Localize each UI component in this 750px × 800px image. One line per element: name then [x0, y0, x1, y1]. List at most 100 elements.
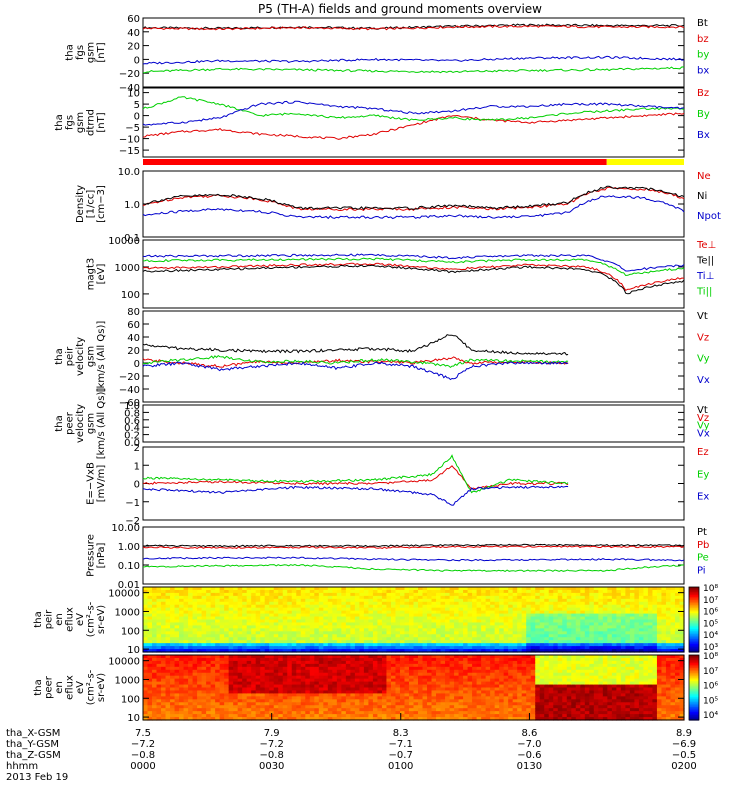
spectrogram-cell: [314, 646, 320, 650]
spectrogram-cell: [219, 631, 225, 635]
spectrogram-cell: [251, 714, 257, 718]
legend-entry: by: [697, 50, 709, 61]
spectrogram-cell: [629, 604, 636, 609]
spectrogram-cell: [625, 589, 631, 594]
spectrogram-cell: [503, 589, 509, 594]
spectrogram-cell: [336, 592, 342, 597]
spectrogram-cell: [476, 622, 482, 626]
spectrogram-cell: [575, 598, 581, 603]
spectrogram-cell: [147, 690, 153, 694]
spectrogram-cell: [345, 643, 351, 647]
spectrogram-cell: [345, 663, 351, 668]
spectrogram-cell: [418, 690, 424, 694]
spectrogram-cell: [273, 660, 279, 665]
spectrogram-cell: [440, 681, 446, 686]
spectrogram-cell: [449, 610, 455, 615]
spectrogram-cell: [201, 643, 207, 647]
spectrogram-cell: [499, 616, 505, 621]
spectrogram-cell: [156, 678, 162, 683]
spectrogram-cell: [575, 631, 581, 635]
spectrogram-cell: [192, 660, 198, 665]
y-tick-label: 10000: [108, 236, 140, 247]
spectrogram-cell: [589, 613, 595, 618]
spectrogram-cell: [634, 587, 640, 591]
spectrogram-cell: [147, 631, 153, 635]
spectrogram-cell: [661, 625, 667, 629]
spectrogram-cell: [634, 625, 640, 629]
spectrogram-cell: [499, 598, 505, 603]
spectrogram-cell: [521, 613, 527, 618]
series-Ti⊥: [142, 253, 685, 272]
spectrogram-cell: [372, 610, 379, 615]
spectrogram-cell: [305, 717, 311, 721]
spectrogram-cell: [156, 687, 162, 692]
spectrogram-cell: [246, 711, 252, 715]
y-tick-label: 0: [134, 359, 140, 370]
spectrogram-cell: [467, 604, 473, 609]
spectrogram-cell: [224, 643, 230, 647]
spectrogram-cell: [260, 625, 266, 629]
spectrogram-cell: [314, 595, 320, 600]
spectrogram-cell: [156, 598, 162, 603]
spectrogram-cell: [372, 601, 379, 606]
y-tick-label: −15: [119, 146, 140, 157]
spectrogram-cell: [611, 598, 617, 603]
spectrogram-cell: [363, 675, 370, 680]
spectrogram-cell: [332, 687, 338, 692]
spectrogram-cell: [399, 637, 406, 641]
spectrogram-cell: [237, 696, 243, 700]
spectrogram-cell: [147, 666, 153, 671]
spectrogram-cell: [264, 696, 270, 700]
spectrogram-cell: [458, 666, 464, 671]
spectrogram-cell: [156, 711, 162, 715]
spectrogram-cell: [156, 643, 162, 647]
spectrogram-cell: [463, 675, 469, 680]
spectrogram-cell: [404, 705, 410, 709]
legend-entry: Pe: [697, 553, 709, 564]
spectrogram-cell: [386, 681, 392, 686]
spectrogram-cell: [170, 619, 176, 624]
spectrogram-cell: [404, 714, 410, 718]
spectrogram-cell: [201, 708, 207, 712]
spectrogram-cell: [427, 610, 433, 615]
spectrogram-cell: [562, 607, 568, 612]
spectrogram-cell: [503, 693, 509, 697]
spectrogram-cell: [359, 675, 365, 680]
spectrogram-cell: [201, 696, 207, 700]
spectrogram-cell: [584, 589, 590, 594]
spectrogram-cell: [237, 625, 243, 629]
spectrogram-cell: [350, 643, 356, 647]
spectrogram-cell: [228, 649, 234, 653]
spectrogram-cell: [291, 589, 297, 594]
spectrogram-cell: [188, 589, 194, 594]
spectrogram-cell: [327, 628, 333, 632]
spectrogram-cell: [490, 655, 496, 659]
spectrogram-cell: [224, 646, 230, 650]
spectrogram-cell: [242, 607, 248, 612]
spectrogram-cell: [386, 666, 392, 671]
spectrogram-cell: [508, 601, 514, 606]
spectrogram-cell: [143, 660, 149, 665]
spectrogram-cell: [206, 634, 212, 638]
spectrogram-cell: [476, 711, 482, 715]
spectrogram-cell: [264, 634, 270, 638]
spectrogram-cell: [260, 598, 266, 603]
spectrogram-cell: [323, 708, 329, 712]
spectrogram-cell: [399, 657, 406, 662]
spectrogram-cell: [548, 601, 554, 606]
spectrogram-cell: [273, 684, 279, 689]
spectrogram-cell: [309, 666, 315, 671]
spectrogram-cell: [503, 699, 509, 703]
spectrogram-cell: [395, 678, 401, 683]
spectrogram-cell: [147, 660, 153, 665]
spectrogram-cell: [607, 643, 613, 647]
spectrogram-cell: [350, 687, 356, 692]
spectrogram-cell: [188, 655, 194, 659]
spectrogram-cell: [206, 711, 212, 715]
spectrogram-cell: [296, 592, 302, 597]
spectrogram-cell: [327, 714, 333, 718]
spectrogram-cell: [341, 649, 347, 653]
spectrogram-cell: [174, 631, 180, 635]
spectrogram-cell: [652, 592, 658, 597]
spectrogram-cell: [161, 711, 167, 715]
